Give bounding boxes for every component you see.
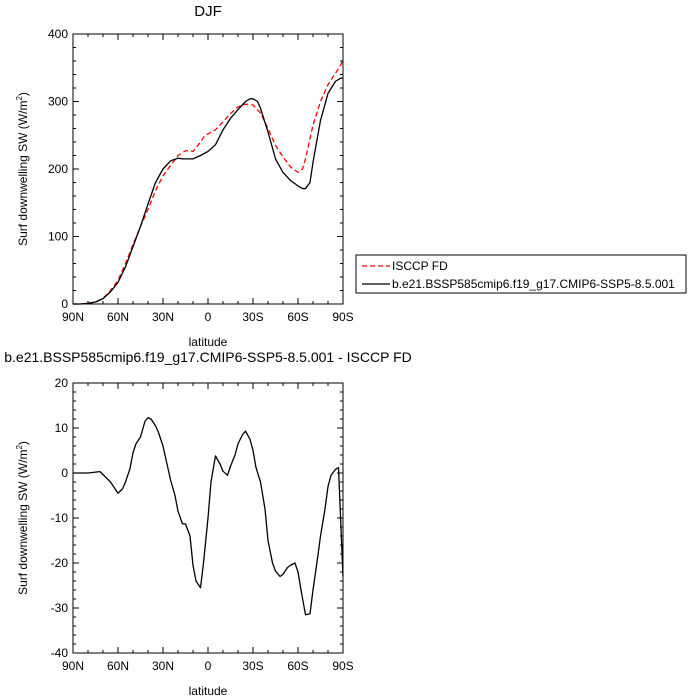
- bottom-y-axis-label-end: ): [16, 441, 30, 445]
- legend-label-isccp: ISCCP FD: [392, 259, 448, 273]
- top-y-tick-label: 300: [48, 95, 68, 109]
- top-x-tick-label: 30N: [152, 310, 174, 324]
- top-panel: DJF 90N 60N 30N 0 30S 60S 90S 0 100 200 300 400 lat…: [15, 3, 687, 349]
- top-x-tick-label: 30S: [242, 310, 263, 324]
- top-series-lines: [73, 59, 344, 305]
- bottom-y-tick-label: 20: [55, 376, 69, 390]
- top-axis-ticks: 90N 60N 30N 0 30S 60S 90S 0 100 200 300 400: [48, 27, 354, 324]
- top-y-axis-label-main: Surf downwelling SW (W/m: [16, 101, 30, 246]
- bottom-x-tick-label: 30N: [152, 659, 174, 673]
- top-series-line-0: [73, 59, 344, 305]
- bottom-chart-title: b.e21.BSSP585cmip6.f19_g17.CMIP6-SSP5-8.…: [4, 349, 412, 365]
- top-y-axis-label-sup: 2: [15, 96, 24, 101]
- top-chart-title: DJF: [194, 3, 222, 20]
- top-y-tick-label: 400: [48, 27, 68, 41]
- top-y-axis-label: Surf downwelling SW (W/m2): [15, 92, 30, 246]
- bottom-x-tick-label: 90N: [62, 659, 84, 673]
- top-y-tick-label: 100: [48, 230, 68, 244]
- legend: ISCCP FD b.e21.BSSP585cmip6.f19_g17.CMIP…: [355, 254, 687, 294]
- bottom-y-axis-label: Surf downwelling SW (W/m2): [15, 441, 30, 595]
- top-x-tick-label: 60N: [107, 310, 129, 324]
- legend-label-model: b.e21.BSSP585cmip6.f19_g17.CMIP6-SSP5-8.…: [392, 277, 675, 291]
- top-x-axis-label: latitude: [189, 335, 228, 349]
- bottom-y-tick-label: 10: [55, 421, 69, 435]
- bottom-x-axis-label: latitude: [189, 684, 228, 698]
- top-y-axis-label-end: ): [16, 92, 30, 96]
- top-x-tick-label: 90N: [62, 310, 84, 324]
- bottom-x-tick-label: 60N: [107, 659, 129, 673]
- top-y-tick-label: 0: [61, 297, 68, 311]
- bottom-y-tick-label: -40: [51, 646, 69, 660]
- bottom-x-tick-label: 0: [205, 659, 212, 673]
- bottom-series-lines: [73, 416, 344, 616]
- bottom-y-tick-label: -10: [51, 511, 69, 525]
- bottom-axis-ticks: 90N 60N 30N 0 30S 60S 90S -40 -30 -20 -10 0 10 20: [51, 376, 354, 673]
- bottom-series-line-0: [73, 416, 344, 616]
- top-x-tick-label: 90S: [332, 310, 353, 324]
- bottom-x-tick-label: 90S: [332, 659, 353, 673]
- bottom-y-tick-label: 0: [61, 466, 68, 480]
- bottom-y-tick-label: -30: [51, 601, 69, 615]
- bottom-x-tick-label: 30S: [242, 659, 263, 673]
- bottom-x-tick-label: 60S: [287, 659, 308, 673]
- top-x-tick-label: 60S: [287, 310, 308, 324]
- bottom-y-axis-label-main: Surf downwelling SW (W/m: [16, 450, 30, 595]
- top-x-tick-label: 0: [205, 310, 212, 324]
- legend-box: [355, 254, 687, 294]
- bottom-panel: b.e21.BSSP585cmip6.f19_g17.CMIP6-SSP5-8.…: [4, 349, 412, 698]
- top-y-tick-label: 200: [48, 162, 68, 176]
- top-series-line-1: [73, 77, 344, 305]
- bottom-y-tick-label: -20: [51, 556, 69, 570]
- bottom-y-axis-label-sup: 2: [15, 445, 24, 450]
